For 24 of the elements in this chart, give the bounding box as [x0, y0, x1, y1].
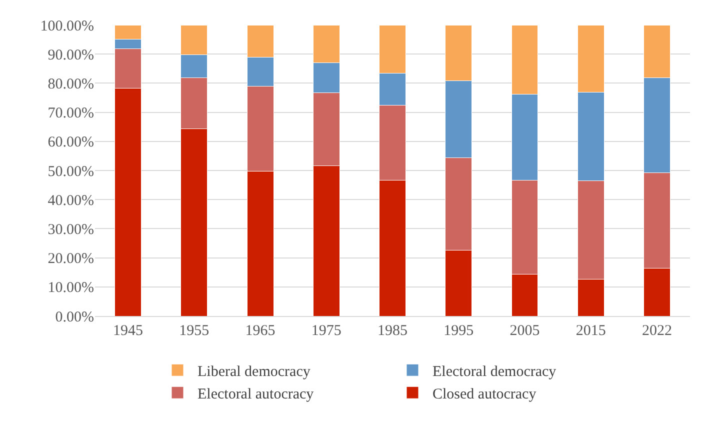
- legend-label: Electoral democracy: [432, 364, 557, 380]
- x-tick-label: 1945: [113, 323, 144, 339]
- y-tick-label: 100.00%: [40, 18, 94, 34]
- x-tick-label: 1975: [311, 323, 342, 339]
- x-tick-label: 1955: [179, 323, 210, 339]
- y-tick-label: 20.00%: [48, 251, 94, 268]
- y-tick-label: 30.00%: [48, 222, 94, 238]
- legend-label: Electoral autocracy: [198, 386, 314, 402]
- y-tick-label: 80.00%: [48, 76, 94, 92]
- x-tick-label: 1985: [378, 323, 408, 339]
- y-tick-label: 0.00%: [55, 309, 94, 326]
- x-tick-label: 1995: [444, 323, 474, 339]
- y-tick-label: 40.00%: [48, 192, 94, 209]
- y-tick-label: 10.00%: [48, 280, 94, 296]
- x-tick-label: 2022: [642, 323, 672, 339]
- legend-label: Closed autocracy: [432, 386, 537, 402]
- x-tick-label: 1965: [245, 323, 276, 339]
- legend-label: Liberal democracy: [198, 364, 311, 380]
- y-tick-label: 90.00%: [48, 47, 94, 64]
- y-tick-label: 70.00%: [48, 106, 94, 122]
- x-tick-label: 2005: [510, 323, 540, 339]
- x-tick-label: 2015: [576, 323, 606, 339]
- y-tick-label: 50.00%: [48, 164, 94, 180]
- y-tick-label: 60.00%: [48, 134, 94, 151]
